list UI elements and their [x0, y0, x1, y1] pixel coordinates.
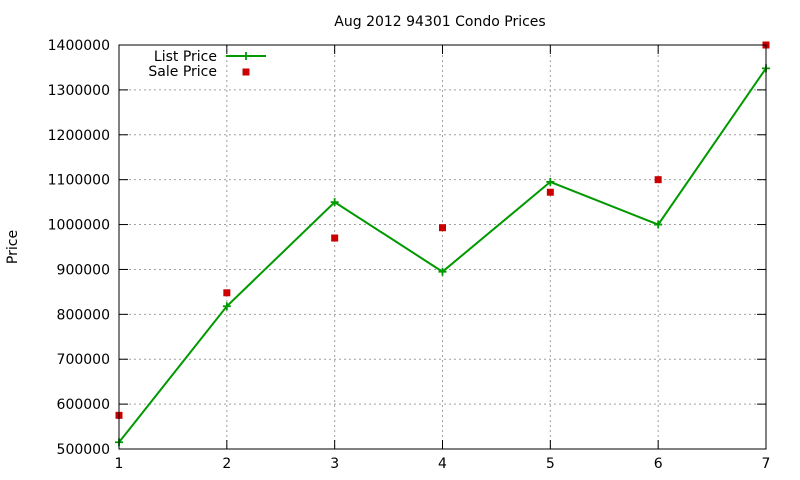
y-axis-label: Price [5, 230, 21, 264]
y-tick-label: 1200000 [48, 128, 110, 144]
sale-price-point [331, 234, 339, 242]
x-tick-label: 6 [654, 456, 663, 472]
y-tick-label: 1100000 [48, 173, 110, 189]
y-tick-label: 700000 [57, 352, 110, 368]
legend-label-sale-price: Sale Price [148, 64, 217, 80]
sale-price-point [439, 224, 446, 232]
tick-labels: 500000 600000 700000 800000 900000 1000000 110… [48, 38, 771, 472]
legend-marker-list-price [242, 52, 250, 60]
y-tick-label: 1400000 [48, 38, 110, 54]
y-tick-label: 800000 [57, 307, 110, 323]
x-tick-label: 2 [222, 456, 231, 472]
x-tick-label: 3 [330, 456, 339, 472]
y-tick-label: 600000 [57, 397, 110, 413]
chart-title: Aug 2012 94301 Condo Prices [334, 14, 545, 30]
list-price-point [654, 220, 663, 229]
sale-price-point [546, 188, 554, 196]
sale-price-point [223, 289, 231, 297]
x-tick-label: 1 [115, 456, 124, 472]
y-tick-label: 900000 [57, 262, 110, 278]
list-price-point [330, 198, 339, 207]
list-price-point [222, 302, 231, 311]
legend-marker-sale-price [242, 68, 250, 76]
list-price-point [546, 177, 555, 186]
sale-price-point [654, 176, 662, 184]
plot-frame [118, 44, 767, 450]
x-tick-label: 5 [546, 456, 555, 472]
y-tick-label: 500000 [57, 442, 110, 458]
grid [119, 45, 766, 449]
x-tick-label: 7 [762, 456, 771, 472]
y-tick-label: 1000000 [48, 218, 110, 234]
y-tick-label: 1300000 [48, 83, 110, 99]
x-tick-label: 4 [438, 456, 447, 472]
legend-label-list-price: List Price [154, 49, 217, 65]
list-price-point [438, 267, 447, 276]
